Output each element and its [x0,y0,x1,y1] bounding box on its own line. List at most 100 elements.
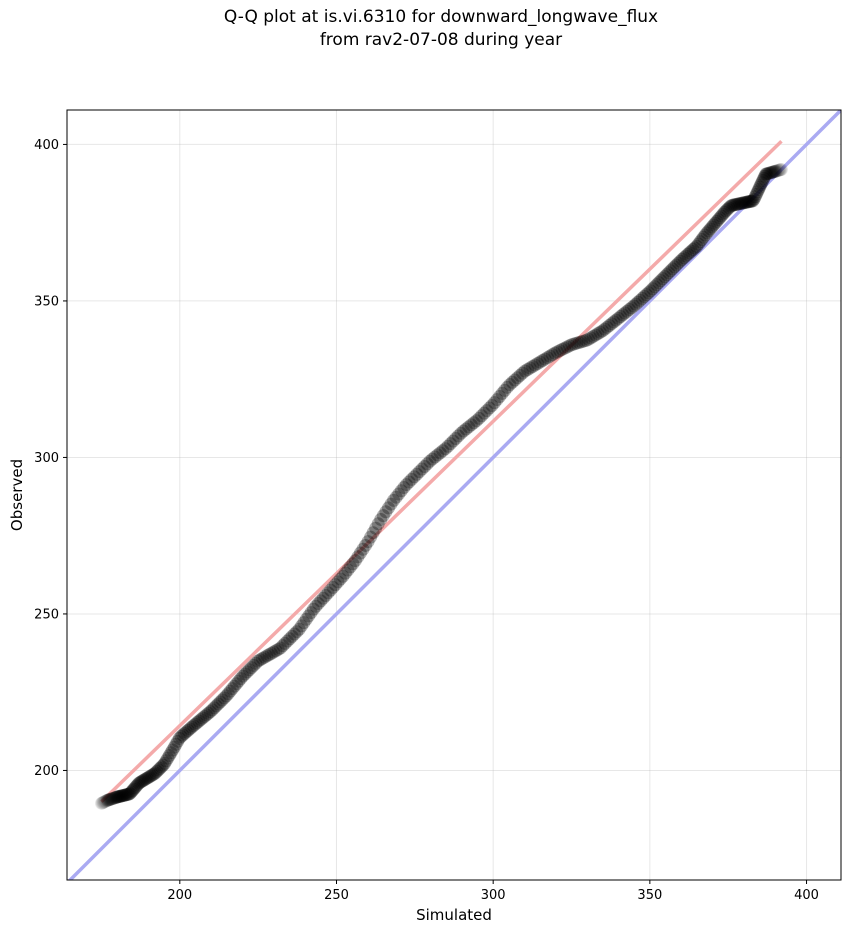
data-point [111,790,125,804]
data-point [774,163,788,177]
data-point [725,198,739,212]
data-point [593,325,607,339]
data-point [105,792,119,806]
data-point [726,198,740,212]
data-point [364,530,378,544]
data-point [705,220,719,234]
data-point [618,306,632,320]
data-point [682,246,696,260]
data-point [755,176,769,190]
data-point [125,784,139,798]
data-point [646,282,660,296]
data-point [148,766,162,780]
data-point [754,178,768,192]
data-point [361,535,375,549]
data-point [714,209,728,223]
data-point [688,241,702,255]
data-point [236,669,250,683]
data-point [677,251,691,265]
data-point [454,426,468,440]
data-point [572,335,586,349]
data-point [526,360,540,374]
data-point [113,789,127,803]
data-point [240,665,254,679]
data-point [490,393,504,407]
data-point [227,679,241,693]
data-point [609,313,623,327]
data-point [188,717,202,731]
data-point [758,169,772,183]
data-point [99,794,113,808]
data-point [521,363,535,377]
data-point [242,663,256,677]
data-point [384,497,398,511]
data-point [331,575,345,589]
data-point [553,344,567,358]
data-point [730,197,744,211]
data-point [485,398,499,412]
x-tick-label: 400 [794,888,819,903]
data-point [123,786,137,800]
data-point [487,396,501,410]
data-point [128,781,142,795]
data-point [605,317,619,331]
data-point [433,446,447,460]
data-point [324,583,338,597]
data-point [179,725,193,739]
data-point [681,247,695,261]
data-point [366,526,380,540]
data-point [94,796,108,810]
data-point [107,791,121,805]
data-point [319,589,333,603]
data-point [762,166,776,180]
data-point [306,602,320,616]
reference-lines [67,110,841,880]
data-point [133,775,147,789]
data-point [379,505,393,519]
data-point [772,163,786,177]
data-point [198,709,212,723]
data-point [137,773,151,787]
data-point [607,315,621,329]
data-point [620,304,634,318]
data-point [146,768,160,782]
data-point [759,167,773,181]
data-point [749,187,763,201]
data-point [397,481,411,495]
data-point [574,335,588,349]
data-point [109,790,123,804]
data-point [446,434,460,448]
data-point [143,770,157,784]
data-point [591,327,605,341]
data-point [633,293,647,307]
data-point [358,538,372,552]
data-point [436,444,450,458]
y-axis-label: Observed [8,459,26,531]
x-tick-label: 250 [324,888,349,903]
data-point [666,262,680,276]
data-point [399,478,413,492]
data-point [644,284,658,298]
data-point [444,437,458,451]
data-point [469,414,483,428]
data-point [472,411,486,425]
data-point [185,720,199,734]
data-point [356,542,370,556]
data-point [110,790,124,804]
data-point [230,677,244,691]
data-point [201,706,215,720]
data-point [353,546,367,560]
data-point [249,656,263,670]
data-point [369,521,383,535]
data-point [675,252,689,266]
data-point [97,795,111,809]
data-point [477,406,491,420]
data-point [600,320,614,334]
data-point [441,439,455,453]
data-point [729,197,743,211]
data-point [154,760,168,774]
data-point [595,324,609,338]
data-point [764,165,778,179]
data-point [119,788,133,802]
data-point [764,166,778,180]
